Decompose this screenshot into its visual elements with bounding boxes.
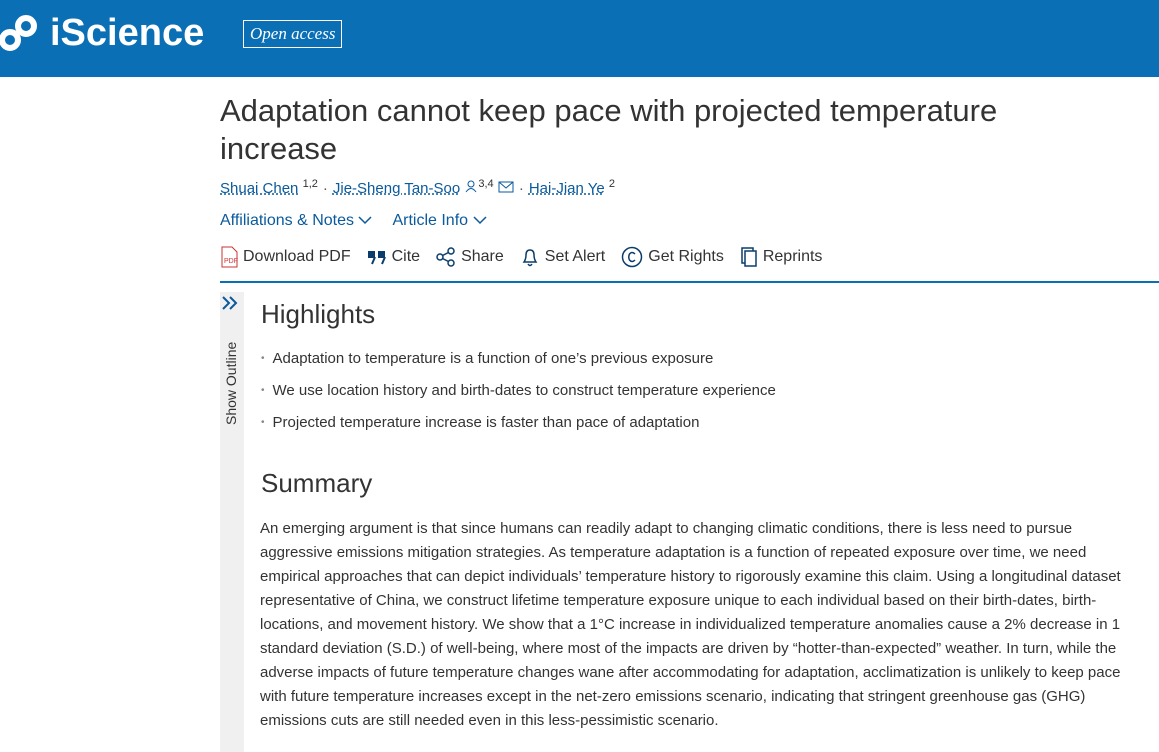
share[interactable]: Share	[436, 247, 504, 267]
highlights-heading: Highlights	[261, 299, 376, 329]
link-text: Affiliations & Notes	[220, 212, 354, 229]
highlight-item: Projected temperature increase is faster…	[261, 412, 776, 444]
copyright-icon	[622, 246, 643, 268]
header: iScience Open access	[0, 0, 1159, 77]
affiliations-toggle[interactable]: Affiliations & Notes	[220, 212, 372, 230]
tool-label: Set Alert	[544, 248, 606, 265]
open-access-badge: Open access	[243, 20, 343, 48]
get-rights[interactable]: Get Rights	[621, 246, 724, 268]
logo-icon	[0, 14, 37, 51]
article-info-toggle[interactable]: Article Info	[392, 212, 487, 230]
set-alert[interactable]: Set Alert	[520, 247, 605, 267]
summary-text: An emerging argument is that since human…	[260, 520, 1121, 729]
outline-label: Show Outline	[223, 341, 239, 425]
expand-icon	[222, 296, 238, 310]
reprint-icon	[741, 247, 757, 267]
authors: Shuai Chen 1,2 · Jie-Sheng Tan-Soo 3,4 · Ha…	[220, 178, 615, 197]
chevron	[472, 216, 487, 225]
mail-icon[interactable]	[498, 181, 514, 193]
cite[interactable]: Cite	[367, 248, 420, 266]
tool-label: Get Rights	[648, 248, 724, 265]
pdf-icon: PDF	[221, 246, 238, 268]
tool-label: Download PDF	[243, 248, 351, 265]
article-title: Adaptation cannot keep pace with project…	[220, 93, 998, 166]
highlight-item: Adaptation to temperature is a function …	[261, 348, 776, 380]
link-text: Article Info	[392, 212, 469, 229]
highlight-item: We use location history and birth-dates …	[261, 380, 776, 412]
toolbar: PDF Download PDF Cite Share Set Alert Get…	[220, 246, 822, 268]
person-icon	[465, 180, 477, 193]
separator: ·	[322, 180, 328, 197]
author[interactable]: Shuai Chen	[220, 180, 299, 197]
tool-label: Cite	[391, 248, 421, 265]
author[interactable]: Hai-Jian Ye	[528, 180, 605, 197]
info-links: Affiliations & Notes Article Info	[220, 212, 487, 230]
chevron	[358, 216, 372, 225]
affil-sup: 3,4	[478, 178, 494, 190]
download-pdf[interactable]: PDF Download PDF	[220, 246, 351, 268]
logo[interactable]: iScience	[0, 12, 204, 55]
svg-text:PDF: PDF	[224, 258, 238, 265]
author[interactable]: Jie-Sheng Tan-Soo	[332, 180, 461, 197]
toolbar-rule	[220, 281, 1159, 283]
highlights-list: Adaptation to temperature is a function …	[261, 348, 776, 444]
affil-sup: 1,2	[302, 178, 318, 190]
separator: ·	[518, 180, 524, 197]
quote-icon	[367, 251, 386, 265]
logo-text: iScience	[50, 12, 205, 54]
share-icon	[436, 247, 455, 267]
summary-heading: Summary	[261, 468, 373, 498]
reprints[interactable]: Reprints	[740, 247, 823, 267]
outline-sidebar[interactable]	[220, 292, 244, 752]
bell-icon	[522, 249, 538, 267]
affil-sup: 2	[608, 178, 616, 190]
tool-label: Share	[461, 248, 504, 265]
tool-label: Reprints	[762, 248, 823, 265]
